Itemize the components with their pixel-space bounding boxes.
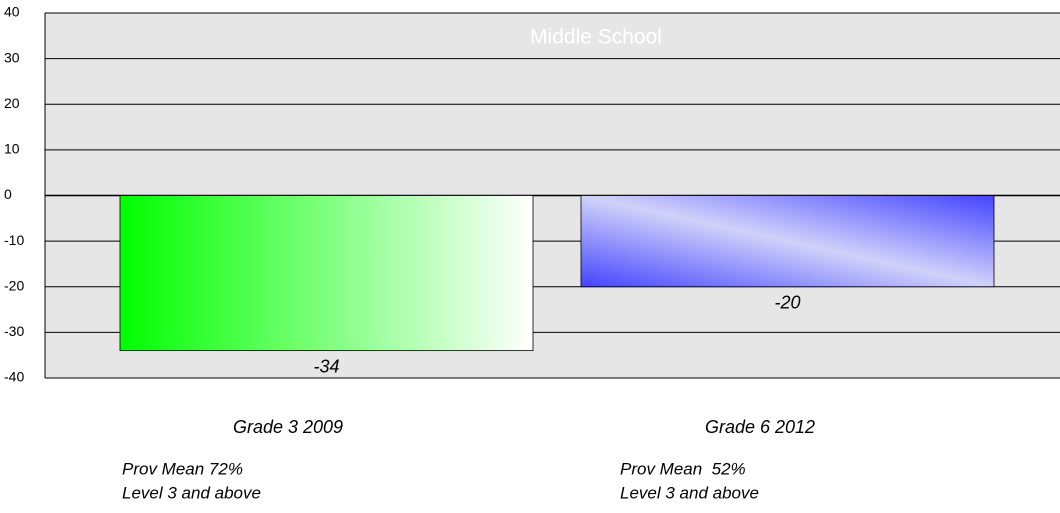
annotation: Level 3 and above	[620, 483, 759, 502]
data-label: -34	[313, 356, 339, 376]
x-tick-label: Grade 3 2009	[233, 417, 343, 437]
annotation: Prov Mean 52%	[620, 459, 746, 478]
bar	[119, 195, 534, 352]
y-tick-label: 30	[4, 49, 20, 65]
y-tick-label: -20	[4, 277, 24, 293]
y-tick-label: -10	[4, 232, 24, 248]
bar	[580, 195, 995, 288]
x-tick-label: Grade 6 2012	[705, 417, 815, 437]
y-tick-label: -30	[4, 323, 24, 339]
y-tick-label: 40	[4, 4, 20, 20]
y-tick-label: 0	[4, 186, 12, 202]
chart-title: Middle School	[530, 26, 662, 49]
y-tick-label: 10	[4, 141, 20, 157]
data-label: -20	[774, 293, 800, 313]
y-tick-label: -40	[4, 369, 24, 385]
annotation: Prov Mean 72%	[122, 459, 243, 478]
y-tick-label: 20	[4, 95, 20, 111]
annotation: Level 3 and above	[122, 483, 261, 502]
